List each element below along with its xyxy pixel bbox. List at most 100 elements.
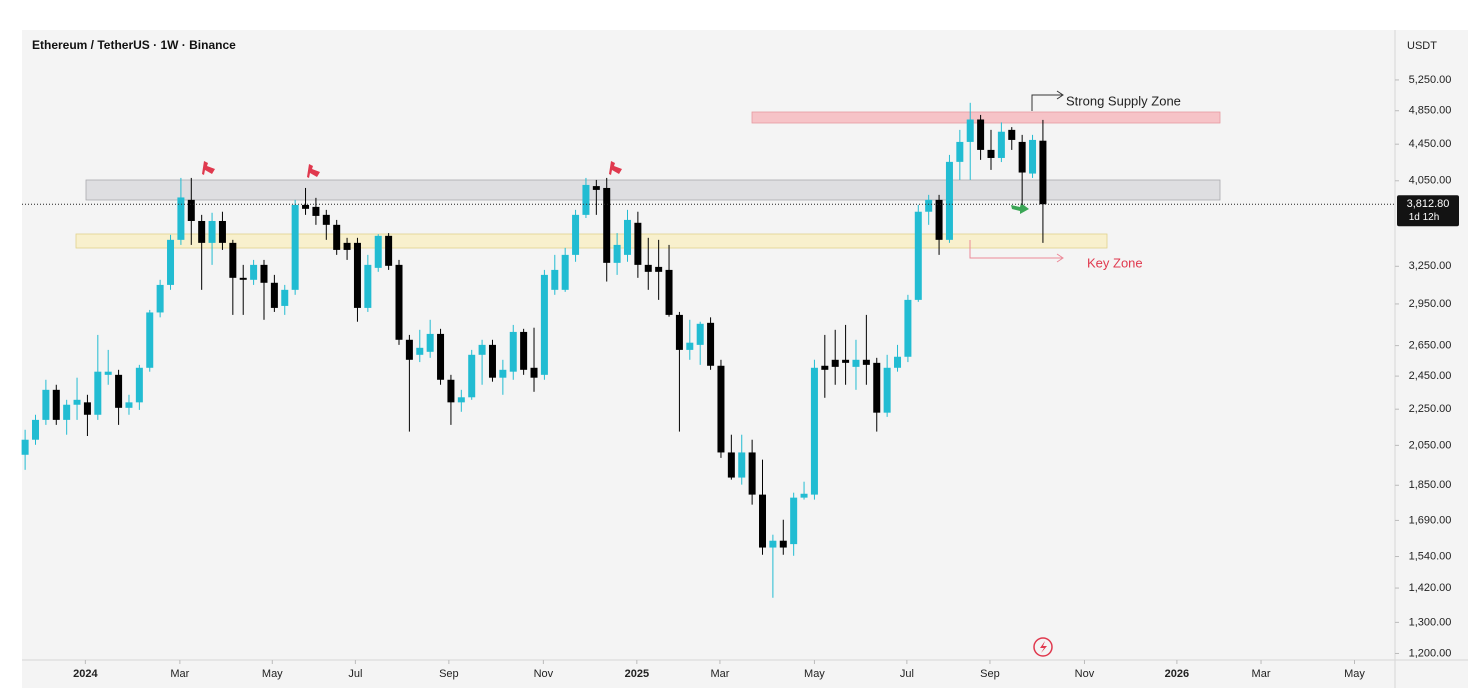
alert-icon [1033, 637, 1053, 657]
candle-body [530, 367, 538, 378]
y-tick-label: 2,950.00 [1409, 298, 1452, 310]
x-tick-label: Mar [710, 668, 729, 680]
candle-body [655, 266, 663, 272]
candle-body [374, 235, 382, 268]
candle-body [302, 204, 310, 209]
x-tick-label: 2026 [1165, 668, 1189, 680]
candle-body [499, 369, 507, 378]
candle-body [167, 239, 175, 285]
candle-body [707, 322, 715, 366]
candle-body [94, 371, 102, 415]
candle-body [686, 342, 694, 350]
candle-body [32, 419, 40, 440]
candle-body [613, 244, 621, 263]
candle-body [987, 149, 995, 158]
candle-body [198, 220, 206, 243]
candle-body [821, 365, 829, 370]
candle-body [42, 389, 50, 420]
green-marker [1011, 203, 1029, 214]
candle-body [779, 540, 787, 548]
candle-body [437, 333, 445, 380]
candle-body [353, 242, 361, 308]
candle-body [540, 274, 548, 375]
candle-body [478, 344, 486, 355]
candle-body [831, 359, 839, 367]
y-tick-label: 1,540.00 [1409, 550, 1452, 562]
y-tick-label: 1,200.00 [1409, 647, 1452, 659]
candle-body [281, 289, 289, 306]
y-tick-label: 2,050.00 [1409, 439, 1452, 451]
candle-body [52, 389, 60, 420]
candle-body [63, 404, 71, 420]
key-arrow [969, 240, 1062, 259]
candle-body [603, 187, 611, 263]
y-tick-label: 4,450.00 [1409, 138, 1452, 150]
flag-icon [307, 164, 320, 178]
y-tick-label: 1,690.00 [1409, 514, 1452, 526]
candle-body [1029, 139, 1037, 174]
candle-body [395, 264, 403, 340]
candle-body [904, 299, 912, 357]
y-tick-label: 2,650.00 [1409, 340, 1452, 352]
candle-body [956, 141, 964, 162]
y-tick-label: 1,300.00 [1409, 616, 1452, 628]
x-tick-label: 2025 [625, 668, 649, 680]
candle-body [73, 399, 81, 405]
candle-body [727, 452, 735, 478]
resistance-zone [85, 179, 1221, 201]
candle-body [665, 269, 673, 315]
flag-icon [202, 161, 215, 175]
x-tick-label: 2024 [73, 668, 98, 680]
candle-body [810, 367, 818, 495]
candle-body [759, 494, 767, 548]
candle-body [572, 214, 580, 255]
candle-body [260, 264, 268, 283]
candle-body [125, 402, 133, 408]
y-tick-label: 2,250.00 [1409, 403, 1452, 415]
candle-body [769, 540, 777, 548]
candle-body [333, 224, 341, 250]
candle-body [104, 371, 112, 375]
x-tick-label: Mar [170, 668, 189, 680]
chart-title: Ethereum / TetherUS · 1W · Binance [32, 38, 236, 52]
x-tick-label: May [262, 668, 283, 680]
annotation: Key Zone [1087, 255, 1143, 270]
countdown-label: 1d 12h [1409, 212, 1440, 223]
x-tick-label: Nov [534, 668, 554, 680]
candle-body [696, 323, 704, 345]
candle-body [592, 186, 600, 190]
flag-icons [202, 161, 622, 178]
y-tick-label: 3,250.00 [1409, 260, 1452, 272]
candles [21, 102, 1047, 598]
candle-body [1039, 140, 1047, 205]
candle-body [1018, 141, 1026, 173]
alert-bolt [1040, 641, 1047, 653]
candle-body [322, 214, 330, 225]
candle-body [894, 356, 902, 368]
x-tick-label: Sep [439, 668, 459, 680]
candle-body [634, 222, 642, 265]
y-tick-label: 1,850.00 [1409, 479, 1452, 491]
y-tick-label: 2,450.00 [1409, 370, 1452, 382]
candle-body [229, 242, 237, 278]
candle-body [582, 184, 590, 215]
supply-arrow [1031, 94, 1062, 111]
candle-body [135, 367, 143, 403]
supply-zone [751, 111, 1221, 124]
candle-body [509, 331, 517, 372]
candle-body [312, 206, 320, 216]
current-price-label: 3,812.80 [1407, 198, 1450, 210]
y-axis-label: USDT [1407, 40, 1437, 52]
candle-body [852, 359, 860, 367]
candle-body [1008, 129, 1016, 140]
x-tick-label: May [1344, 668, 1365, 680]
candle-body [457, 397, 465, 403]
candle-body [208, 220, 216, 243]
candle-body [426, 333, 434, 352]
candle-body [997, 131, 1005, 158]
candle-body [270, 282, 278, 308]
candle-body [623, 219, 631, 255]
candle-body [862, 359, 870, 365]
